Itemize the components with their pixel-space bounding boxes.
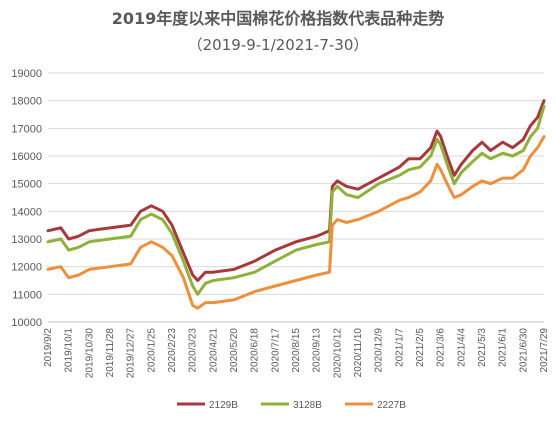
x-tick-label: 2019/10/30 (84, 328, 95, 378)
series-lines (46, 99, 546, 310)
gridlines (48, 72, 544, 323)
legend: 2129B 3128B 2227B (177, 400, 406, 411)
x-tick-label: 2021/7/29 (539, 328, 550, 373)
series-line-2129B (46, 99, 546, 282)
y-tick-label: 17000 (11, 123, 42, 135)
x-tick-label: 2020/5/20 (229, 328, 240, 373)
y-tick-label: 14000 (11, 206, 42, 218)
x-tick-label: 2020/9/13 (312, 328, 323, 373)
x-tick-label: 2020/6/18 (250, 328, 261, 373)
y-tick-label: 18000 (11, 96, 42, 108)
legend-label-2129B: 2129B (209, 400, 238, 411)
x-tick-label: 2020/7/17 (270, 328, 281, 373)
x-tick-label: 2021/2/5 (415, 328, 426, 367)
x-tick-label: 2020/10/12 (332, 328, 343, 378)
x-tick-label: 2019/11/28 (105, 328, 116, 378)
y-tick-label: 13000 (11, 234, 42, 246)
series-line-2227B (46, 135, 546, 310)
x-tick-label: 2020/11/10 (353, 328, 364, 378)
x-tick-label: 2020/3/23 (188, 328, 199, 373)
x-tick-label: 2021/4/4 (456, 328, 467, 367)
x-tick-label: 2020/12/9 (374, 328, 385, 373)
x-tick-label: 2019/10/1 (64, 328, 75, 373)
y-axis-ticks: 10000 11000 12000 13000 14000 15000 16000 17000… (11, 68, 42, 329)
y-tick-label: 15000 (11, 179, 42, 191)
x-tick-label: 2019/12/27 (126, 328, 137, 378)
y-tick-label: 10000 (11, 317, 42, 329)
series-line-3128B (46, 104, 546, 296)
y-tick-label: 11000 (12, 289, 42, 301)
y-tick-label: 19000 (11, 68, 42, 80)
chart-title: 2019年度以来中国棉花价格指数代表品种走势 (112, 9, 445, 28)
x-axis-ticks: 2019/9/2 2019/10/1 2019/10/30 2019/11/28 201… (43, 328, 550, 378)
legend-label-3128B: 3128B (293, 400, 322, 411)
x-tick-label: 2021/6/1 (498, 328, 509, 367)
x-tick-label: 2019/9/2 (43, 328, 54, 367)
y-tick-label: 12000 (11, 262, 42, 274)
x-tick-label: 2021/6/30 (518, 328, 529, 373)
x-tick-label: 2021/1/7 (394, 328, 405, 367)
chart-subtitle: （2019-9-1/2021-7-30） (188, 36, 369, 54)
x-tick-label: 2021/5/3 (477, 328, 488, 367)
x-tick-label: 2021/3/6 (436, 328, 447, 367)
x-tick-label: 2020/2/23 (167, 328, 178, 373)
y-tick-label: 16000 (11, 151, 42, 163)
x-tick-label: 2020/1/25 (146, 328, 157, 373)
legend-label-2227B: 2227B (377, 400, 406, 411)
x-tick-label: 2020/8/15 (291, 328, 302, 373)
x-tick-label: 2020/4/21 (208, 328, 219, 373)
